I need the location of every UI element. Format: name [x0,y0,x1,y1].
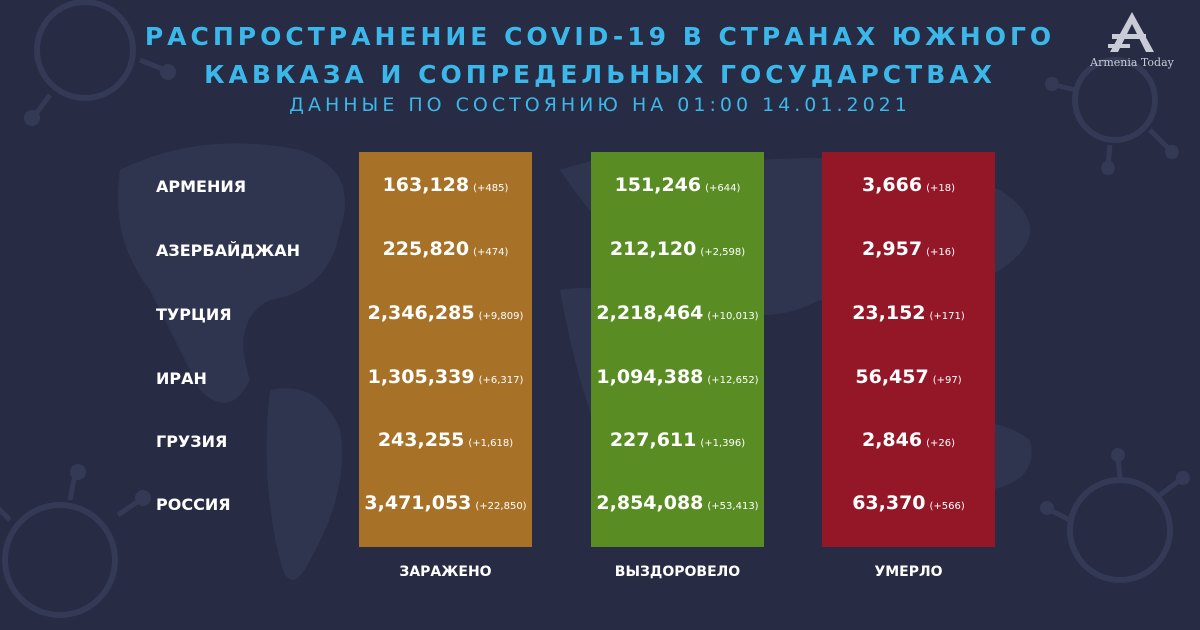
died-value: 56,457 [855,366,929,388]
title-line-2: КАВКАЗА И СОПРЕДЕЛЬНЫХ ГОСУДАРСТВАХ [204,60,996,89]
recovered-cell: 2,854,088 (+53,413) [591,492,764,514]
infected-value: 243,255 [377,429,465,451]
died-delta: (+16) [926,247,955,258]
died-delta: (+18) [926,183,955,194]
infected-cell: 3,471,053 (+22,850) [359,492,532,514]
recovered-delta: (+644) [705,183,741,194]
recovered-delta: (+10,013) [707,311,759,322]
died-delta: (+97) [932,375,962,386]
died-value: 2,957 [861,238,923,260]
column-header-died: УМЕРЛО [874,564,943,580]
recovered-column [591,152,764,547]
country-label: ТУРЦИЯ [156,305,232,324]
infected-value: 1,305,339 [367,366,475,388]
infected-cell: 243,255 (+1,618) [359,429,532,451]
recovered-cell: 1,094,388 (+12,652) [591,366,764,388]
title-line-1: РАСПРОСТРАНЕНИЕ COVID-19 В СТРАНАХ ЮЖНОГ… [144,22,1056,51]
recovered-value: 1,094,388 [596,366,704,388]
died-delta: (+171) [929,311,965,322]
logo: Armenia Today [1082,10,1182,69]
infected-cell: 163,128 (+485) [359,174,532,196]
died-value: 63,370 [852,492,926,514]
infected-column [359,152,532,547]
country-label: РОССИЯ [156,495,231,514]
recovered-value: 212,120 [609,238,697,260]
died-cell: 2,957 (+16) [822,238,995,260]
infected-delta: (+474) [473,247,509,258]
column-header-infected: ЗАРАЖЕНО [399,564,492,580]
recovered-delta: (+2,598) [700,247,746,258]
country-label: АРМЕНИЯ [156,177,247,196]
recovered-cell: 212,120 (+2,598) [591,238,764,260]
infected-delta: (+22,850) [475,501,527,512]
died-cell: 56,457 (+97) [822,366,995,388]
recovered-cell: 2,218,464 (+10,013) [591,302,764,324]
infected-value: 2,346,285 [367,302,475,324]
country-label: ИРАН [156,369,207,388]
infected-delta: (+6,317) [478,375,524,386]
infected-cell: 225,820 (+474) [359,238,532,260]
recovered-delta: (+53,413) [707,501,759,512]
recovered-value: 2,218,464 [596,302,704,324]
infected-delta: (+9,809) [478,311,524,322]
infected-delta: (+1,618) [468,438,514,449]
died-value: 23,152 [852,302,926,324]
subtitle: ДАННЫЕ ПО СОСТОЯНИЮ НА 01:00 14.01.2021 [289,94,911,116]
died-cell: 3,666 (+18) [822,174,995,196]
logo-icon [1108,12,1154,52]
recovered-value: 2,854,088 [596,492,704,514]
infected-delta: (+485) [473,183,509,194]
recovered-value: 151,246 [614,174,702,196]
country-label: АЗЕРБАЙДЖАН [156,241,300,260]
died-cell: 2,846 (+26) [822,429,995,451]
recovered-value: 227,611 [609,429,697,451]
died-value: 2,846 [861,429,923,451]
died-delta: (+26) [926,438,955,449]
infected-value: 163,128 [382,174,470,196]
infected-value: 225,820 [382,238,470,260]
recovered-delta: (+12,652) [707,375,759,386]
infected-cell: 2,346,285 (+9,809) [359,302,532,324]
died-delta: (+566) [929,501,965,512]
died-cell: 63,370 (+566) [822,492,995,514]
died-value: 3,666 [861,174,923,196]
infected-value: 3,471,053 [364,492,472,514]
died-cell: 23,152 (+171) [822,302,995,324]
country-label: ГРУЗИЯ [156,432,228,451]
infected-cell: 1,305,339 (+6,317) [359,366,532,388]
recovered-cell: 227,611 (+1,396) [591,429,764,451]
column-header-recovered: ВЫЗДОРОВЕЛО [614,564,741,580]
recovered-cell: 151,246 (+644) [591,174,764,196]
recovered-delta: (+1,396) [700,438,746,449]
logo-text: Armenia Today [1090,56,1174,69]
died-column [822,152,995,547]
